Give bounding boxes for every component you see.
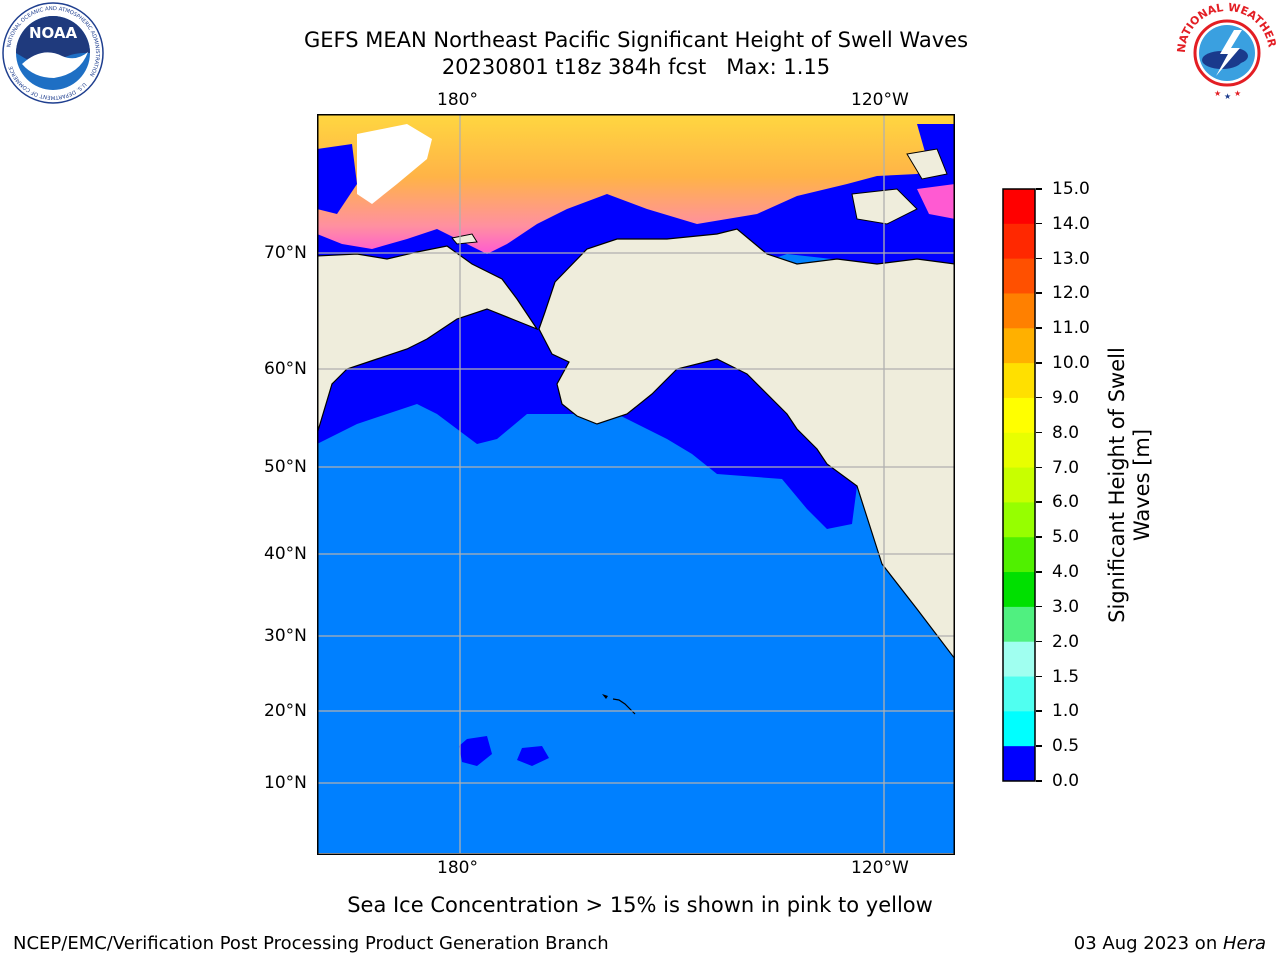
colorbar-bin-9 [1003, 502, 1035, 538]
colorbar-bin-8 [1003, 467, 1035, 503]
graticule [318, 115, 954, 853]
colorbar-tick-mark [1036, 222, 1042, 225]
colorbar-tick-mark [1036, 466, 1042, 469]
lat-tick-3: 40°N [264, 544, 307, 564]
colorbar-bin-13 [1003, 641, 1035, 678]
colorbar-tick-mark [1036, 605, 1042, 608]
colorbar-tick-mark [1036, 640, 1042, 643]
colorbar-tick: 1.5 [1052, 666, 1080, 687]
colorbar-bin-4 [1003, 328, 1035, 364]
colorbar-bin-3 [1003, 293, 1035, 329]
lon-tick-top-0: 180° [437, 90, 478, 110]
colorbar-tick: 7.0 [1052, 457, 1080, 478]
colorbar-bin-7 [1003, 432, 1035, 469]
lat-tick-2: 50°N [264, 457, 307, 477]
noaa-logo-text: NOAA [29, 24, 78, 42]
colorbar-tick: 0.5 [1052, 736, 1080, 757]
colorbar-tick: 2.0 [1052, 631, 1080, 652]
lat-tick-4: 30°N [264, 626, 307, 646]
lon-tick-bottom-1: 120°W [851, 858, 909, 878]
colorbar-tick: 15.0 [1052, 179, 1090, 199]
colorbar-tick-mark [1036, 675, 1042, 678]
colorbar-label-line1: Significant Height of Swell [1105, 347, 1129, 623]
lat-tick-0: 70°N [264, 243, 307, 263]
colorbar-tick-mark [1036, 536, 1042, 538]
footer-date: 03 Aug 2023 on Hera [1074, 933, 1266, 955]
footer-date-text: 03 Aug 2023 on [1073, 933, 1223, 954]
colorbar-bin-14 [1003, 676, 1035, 712]
colorbar [1002, 188, 1036, 782]
colorbar-tick: 3.0 [1052, 596, 1080, 617]
map-frame [317, 114, 955, 855]
colorbar-bin-1 [1003, 223, 1035, 260]
footer-host: Hera [1222, 933, 1266, 954]
sea-ice-note: Sea Ice Concentration > 15% is shown in … [347, 893, 933, 917]
footer-credit: NCEP/EMC/Verification Post Processing Pr… [13, 933, 609, 954]
colorbar-bin-6 [1003, 397, 1035, 434]
sea-ice-area [318, 115, 954, 254]
colorbar-tick-mark [1036, 188, 1042, 190]
chart-subtitle: 20230801 t18z 384h fcst Max: 1.15 [441, 55, 831, 79]
svg-text:★: ★ [1234, 89, 1241, 98]
colorbar-tick: 12.0 [1052, 283, 1090, 304]
colorbar-bin-10 [1003, 537, 1035, 573]
colorbar-tick-mark [1036, 710, 1042, 712]
colorbar-tick-mark [1036, 292, 1042, 294]
lon-tick-top-1: 120°W [851, 90, 909, 110]
land-siberia [318, 245, 539, 433]
colorbar-tick-mark [1036, 571, 1042, 573]
svg-text:★: ★ [1214, 89, 1221, 98]
lat-tick-6: 10°N [264, 773, 307, 793]
colorbar-tick: 6.0 [1052, 492, 1080, 513]
colorbar-ticks: 15.0 14.0 13.0 12.0 11.0 10.0 9.0 8.0 7.0 6.0 5.0 4… [1036, 179, 1096, 791]
colorbar-tick: 11.0 [1052, 318, 1090, 339]
colorbar-tick-mark [1036, 745, 1042, 747]
colorbar-bin-11 [1003, 572, 1035, 608]
colorbar-tick-mark [1036, 327, 1042, 329]
colorbar-tick: 5.0 [1052, 527, 1080, 548]
colorbar-tick-mark [1036, 396, 1042, 399]
colorbar-tick-mark [1036, 501, 1042, 503]
noaa-logo: NATIONAL OCEANIC AND ATMOSPHERIC ADMINIS… [2, 2, 104, 104]
colorbar-bin-0 [1003, 189, 1035, 225]
colorbar-tick-mark [1036, 257, 1042, 260]
lat-tick-1: 60°N [264, 359, 307, 379]
colorbar-tick: 9.0 [1052, 387, 1080, 408]
svg-text:★: ★ [1224, 92, 1231, 101]
colorbar-tick: 4.0 [1052, 562, 1080, 583]
nws-logo: NATIONAL WEATHER SERVICE ★ ★ ★ [1176, 2, 1278, 102]
colorbar-label-line2: Waves [m] [1130, 428, 1154, 542]
colorbar-tick: 8.0 [1052, 422, 1080, 443]
colorbar-tick: 14.0 [1052, 213, 1090, 234]
chart-title: GEFS MEAN Northeast Pacific Significant … [303, 28, 969, 52]
colorbar-tick: 0.0 [1052, 771, 1080, 791]
land-north-america [538, 228, 954, 659]
colorbar-bin-5 [1003, 363, 1035, 399]
colorbar-bin-12 [1003, 606, 1035, 643]
colorbar-tick-mark [1036, 780, 1042, 782]
colorbar-tick-mark [1036, 431, 1042, 434]
colorbar-bin-16 [1003, 746, 1035, 782]
colorbar-tick: 13.0 [1052, 248, 1090, 269]
colorbar-bin-2 [1003, 258, 1035, 294]
swell-height-map [317, 114, 955, 855]
lon-tick-bottom-0: 180° [437, 858, 478, 878]
colorbar-tick: 10.0 [1052, 353, 1090, 374]
colorbar-bin-15 [1003, 711, 1035, 747]
lat-tick-5: 20°N [264, 701, 307, 721]
colorbar-tick-mark [1036, 362, 1042, 364]
colorbar-tick: 1.0 [1052, 701, 1080, 722]
